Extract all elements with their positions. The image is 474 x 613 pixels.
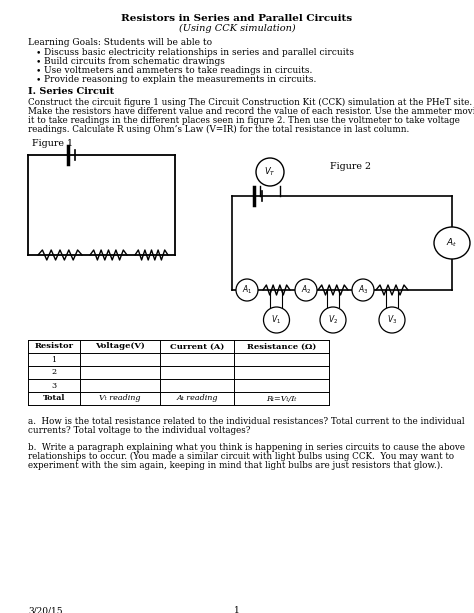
Ellipse shape bbox=[236, 279, 258, 301]
Text: I. Series Circuit: I. Series Circuit bbox=[28, 87, 114, 96]
Text: •: • bbox=[36, 57, 41, 66]
Text: $A_1$: $A_1$ bbox=[242, 284, 252, 296]
Text: 3/20/15: 3/20/15 bbox=[28, 606, 63, 613]
Text: •: • bbox=[36, 48, 41, 57]
Text: Resistance (Ω): Resistance (Ω) bbox=[247, 343, 316, 351]
Text: Vₜ reading: Vₜ reading bbox=[99, 395, 141, 403]
Text: 1: 1 bbox=[234, 606, 240, 613]
Ellipse shape bbox=[434, 227, 470, 259]
Text: Rₜ=Vₜ/Iₜ: Rₜ=Vₜ/Iₜ bbox=[266, 395, 297, 403]
Text: a.  How is the total resistance related to the individual resistances? Total cur: a. How is the total resistance related t… bbox=[28, 417, 465, 426]
Ellipse shape bbox=[295, 279, 317, 301]
Ellipse shape bbox=[320, 307, 346, 333]
Ellipse shape bbox=[256, 158, 284, 186]
Text: •: • bbox=[36, 75, 41, 84]
Text: Make the resistors have different value and record the value of each resistor. U: Make the resistors have different value … bbox=[28, 107, 474, 116]
Text: Figure 2: Figure 2 bbox=[330, 162, 371, 171]
Text: experiment with the sim again, keeping in mind that light bulbs are just resisto: experiment with the sim again, keeping i… bbox=[28, 461, 443, 470]
Text: Resistors in Series and Parallel Circuits: Resistors in Series and Parallel Circuit… bbox=[121, 14, 353, 23]
Text: Learning Goals: Students will be able to: Learning Goals: Students will be able to bbox=[28, 38, 212, 47]
Text: $V_3$: $V_3$ bbox=[387, 314, 397, 326]
Text: readings. Calculate R using Ohm’s Law (V=IR) for the total resistance in last co: readings. Calculate R using Ohm’s Law (V… bbox=[28, 125, 409, 134]
Text: Voltage(V): Voltage(V) bbox=[95, 343, 145, 351]
Text: Current (A): Current (A) bbox=[170, 343, 224, 351]
Text: $V_2$: $V_2$ bbox=[328, 314, 338, 326]
Text: Construct the circuit figure 1 using The Circuit Construction Kit (CCK) simulati: Construct the circuit figure 1 using The… bbox=[28, 98, 472, 107]
Text: relationships to occur. (You made a similar circuit with light bulbs using CCK. : relationships to occur. (You made a simi… bbox=[28, 452, 454, 461]
Text: Provide reasoning to explain the measurements in circuits.: Provide reasoning to explain the measure… bbox=[44, 75, 316, 84]
Text: $V_1$: $V_1$ bbox=[272, 314, 282, 326]
Text: Build circuits from schematic drawings: Build circuits from schematic drawings bbox=[44, 57, 225, 66]
Text: (Using CCK simulation): (Using CCK simulation) bbox=[179, 24, 295, 33]
Text: Aₜ reading: Aₜ reading bbox=[176, 395, 218, 403]
Text: $A_2$: $A_2$ bbox=[301, 284, 311, 296]
Text: Total: Total bbox=[43, 395, 65, 403]
Text: $V_T$: $V_T$ bbox=[264, 166, 276, 178]
Ellipse shape bbox=[264, 307, 290, 333]
Text: Discuss basic electricity relationships in series and parallel circuits: Discuss basic electricity relationships … bbox=[44, 48, 354, 57]
Text: 2: 2 bbox=[52, 368, 56, 376]
Text: currents? Total voltage to the individual voltages?: currents? Total voltage to the individua… bbox=[28, 426, 250, 435]
Ellipse shape bbox=[352, 279, 374, 301]
Text: 3: 3 bbox=[52, 381, 56, 389]
Text: Figure 1: Figure 1 bbox=[32, 139, 73, 148]
Text: Use voltmeters and ammeters to take readings in circuits.: Use voltmeters and ammeters to take read… bbox=[44, 66, 312, 75]
Text: $A_t$: $A_t$ bbox=[447, 237, 458, 249]
Text: b.  Write a paragraph explaining what you think is happening in series circuits : b. Write a paragraph explaining what you… bbox=[28, 443, 465, 452]
Text: •: • bbox=[36, 66, 41, 75]
Text: $A_3$: $A_3$ bbox=[358, 284, 368, 296]
Ellipse shape bbox=[379, 307, 405, 333]
Text: Resistor: Resistor bbox=[35, 343, 73, 351]
Text: it to take readings in the different places seen in figure 2. Then use the voltm: it to take readings in the different pla… bbox=[28, 116, 460, 125]
Text: 1: 1 bbox=[52, 356, 56, 364]
